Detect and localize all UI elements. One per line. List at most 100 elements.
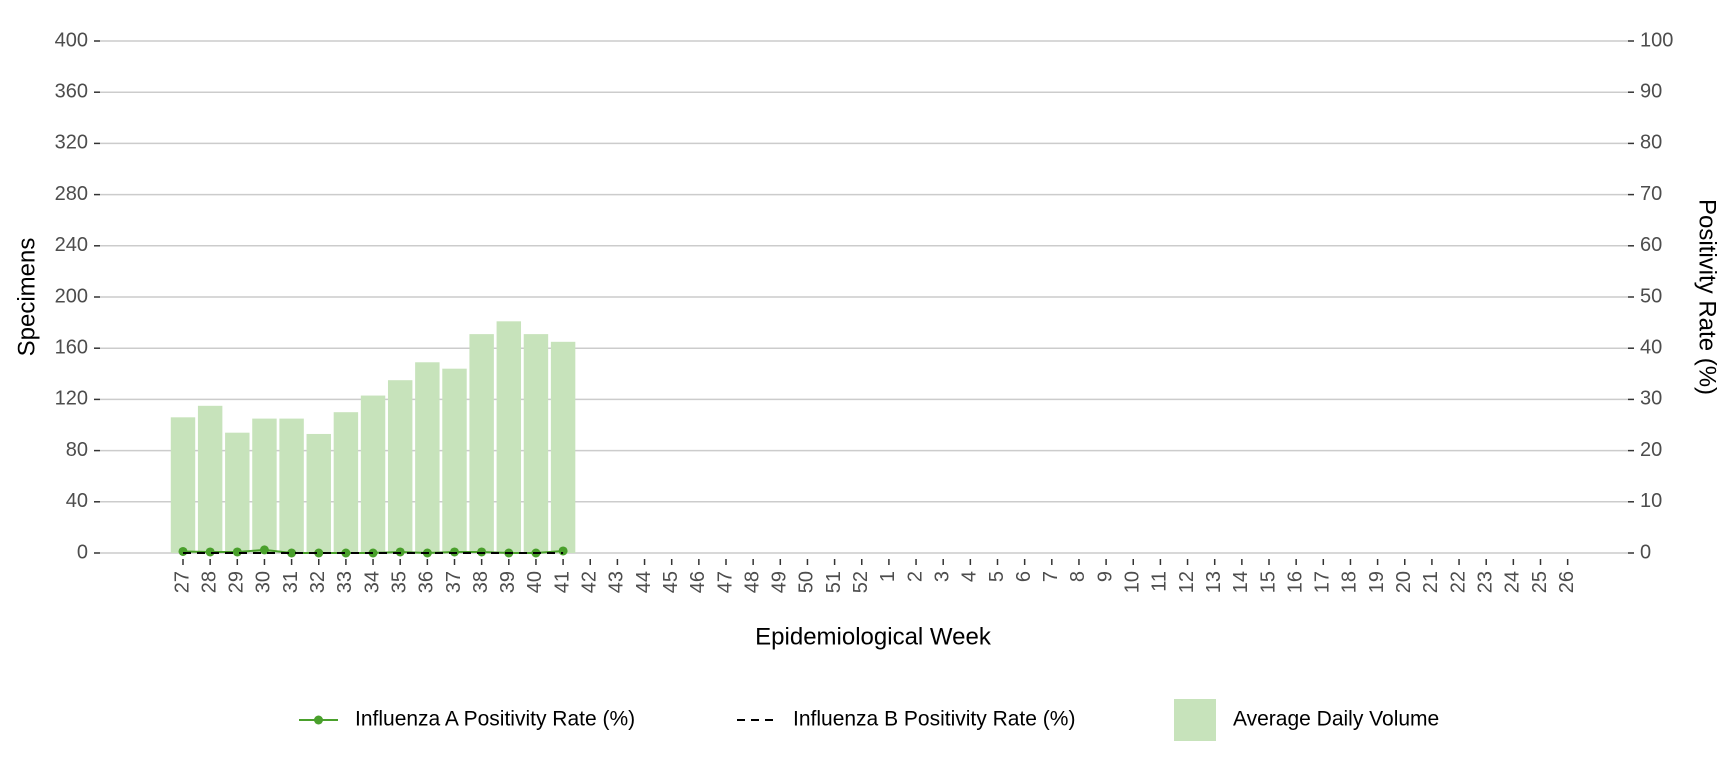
bar bbox=[360, 395, 386, 553]
y-tick-label: 160 bbox=[55, 336, 88, 358]
y2-tick-label: 40 bbox=[1640, 336, 1662, 358]
y-tick-label: 360 bbox=[55, 80, 88, 102]
x-tick-label: 11 bbox=[1149, 571, 1171, 592]
x-tick-label: 14 bbox=[1230, 571, 1252, 593]
x-tick-label: 29 bbox=[226, 571, 248, 593]
bar bbox=[170, 417, 196, 553]
bar bbox=[523, 334, 549, 553]
x-tick-label: 20 bbox=[1393, 571, 1415, 593]
bar bbox=[225, 432, 250, 553]
x-tick-label: 50 bbox=[796, 571, 818, 593]
y-axis-title: Specimens bbox=[13, 238, 40, 357]
y2-tick-label: 60 bbox=[1640, 234, 1662, 256]
y2-tick-label: 10 bbox=[1640, 490, 1662, 512]
x-tick-label: 17 bbox=[1312, 571, 1334, 593]
x-tick-label: 45 bbox=[660, 571, 682, 593]
bar bbox=[387, 380, 413, 553]
x-tick-label: 44 bbox=[633, 571, 655, 593]
y-tick-label: 280 bbox=[55, 183, 88, 205]
y2-tick-label: 0 bbox=[1640, 541, 1651, 563]
bar bbox=[333, 412, 359, 553]
x-tick-label: 18 bbox=[1339, 571, 1361, 593]
bar bbox=[469, 334, 494, 553]
y-tick-label: 40 bbox=[66, 490, 88, 512]
x-tick-label: 7 bbox=[1040, 571, 1062, 582]
y-tick-label: 120 bbox=[55, 388, 88, 410]
x-tick-label: 24 bbox=[1502, 571, 1524, 593]
line-point bbox=[558, 546, 568, 556]
line-point bbox=[259, 545, 269, 555]
bar bbox=[306, 433, 331, 553]
legend-label: Average Daily Volume bbox=[1233, 708, 1439, 731]
x-tick-label: 34 bbox=[361, 571, 383, 593]
legend-swatch bbox=[1174, 699, 1216, 741]
line-point bbox=[178, 546, 188, 556]
x-tick-label: 10 bbox=[1122, 571, 1144, 593]
y-tick-label: 80 bbox=[66, 439, 88, 461]
x-tick-label: 46 bbox=[687, 571, 709, 593]
y2-tick-label: 30 bbox=[1640, 388, 1662, 410]
legend-marker bbox=[314, 715, 323, 725]
y2-tick-label: 50 bbox=[1640, 285, 1662, 307]
bar bbox=[279, 418, 304, 553]
line-point bbox=[368, 548, 378, 558]
x-tick-label: 30 bbox=[253, 571, 275, 593]
x-tick-label: 42 bbox=[579, 571, 601, 593]
x-tick-label: 5 bbox=[986, 571, 1008, 582]
x-tick-label: 51 bbox=[823, 571, 845, 593]
y-tick-label: 400 bbox=[55, 29, 88, 51]
line-point bbox=[314, 548, 324, 558]
x-tick-label: 19 bbox=[1366, 571, 1388, 593]
y2-tick-label: 100 bbox=[1640, 29, 1673, 51]
y-tick-label: 0 bbox=[77, 541, 88, 563]
x-tick-label: 52 bbox=[850, 571, 872, 593]
bar bbox=[252, 418, 277, 553]
x-tick-label: 31 bbox=[280, 571, 302, 593]
x-tick-label: 9 bbox=[1094, 571, 1116, 582]
x-tick-label: 12 bbox=[1176, 571, 1198, 593]
x-tick-label: 25 bbox=[1529, 571, 1551, 593]
x-tick-label: 6 bbox=[1013, 571, 1035, 582]
bar bbox=[442, 368, 467, 553]
x-tick-label: 40 bbox=[524, 571, 546, 593]
x-tick-label: 43 bbox=[606, 571, 628, 593]
x-tick-label: 38 bbox=[470, 571, 492, 593]
y-tick-label: 320 bbox=[55, 132, 88, 154]
line-point bbox=[477, 547, 487, 557]
x-tick-label: 27 bbox=[171, 571, 193, 593]
bar bbox=[550, 341, 576, 553]
x-tick-label: 39 bbox=[497, 571, 519, 593]
x-tick-label: 3 bbox=[931, 571, 953, 582]
line-point bbox=[450, 547, 459, 557]
x-tick-label: 48 bbox=[741, 571, 763, 593]
x-tick-label: 2 bbox=[904, 571, 926, 582]
line-point bbox=[341, 548, 351, 558]
y2-tick-label: 80 bbox=[1640, 132, 1662, 154]
x-tick-label: 37 bbox=[443, 571, 465, 593]
x-tick-label: 26 bbox=[1556, 571, 1578, 593]
bar bbox=[197, 405, 223, 553]
x-tick-label: 47 bbox=[714, 571, 736, 593]
y-tick-label: 240 bbox=[55, 234, 88, 256]
line-point bbox=[287, 548, 297, 558]
x-tick-label: 28 bbox=[198, 571, 220, 593]
x-tick-label: 1 bbox=[877, 571, 899, 582]
x-tick-label: 21 bbox=[1420, 571, 1442, 593]
x-tick-label: 15 bbox=[1257, 571, 1279, 593]
line-point bbox=[205, 547, 215, 557]
y-tick-label: 200 bbox=[55, 285, 88, 307]
x-tick-label: 16 bbox=[1284, 571, 1306, 593]
x-tick-label: 41 bbox=[551, 571, 573, 593]
legend-label: Influenza B Positivity Rate (%) bbox=[793, 708, 1075, 731]
x-axis-title: Epidemiological Week bbox=[755, 623, 992, 650]
legend-label: Influenza A Positivity Rate (%) bbox=[355, 708, 635, 731]
x-tick-label: 49 bbox=[769, 571, 791, 593]
x-tick-label: 23 bbox=[1474, 571, 1496, 593]
x-tick-label: 32 bbox=[307, 571, 329, 593]
line-point bbox=[232, 547, 242, 557]
line-point bbox=[395, 547, 405, 557]
x-tick-label: 13 bbox=[1203, 571, 1225, 593]
x-tick-label: 35 bbox=[388, 571, 410, 593]
x-tick-label: 8 bbox=[1067, 571, 1089, 582]
